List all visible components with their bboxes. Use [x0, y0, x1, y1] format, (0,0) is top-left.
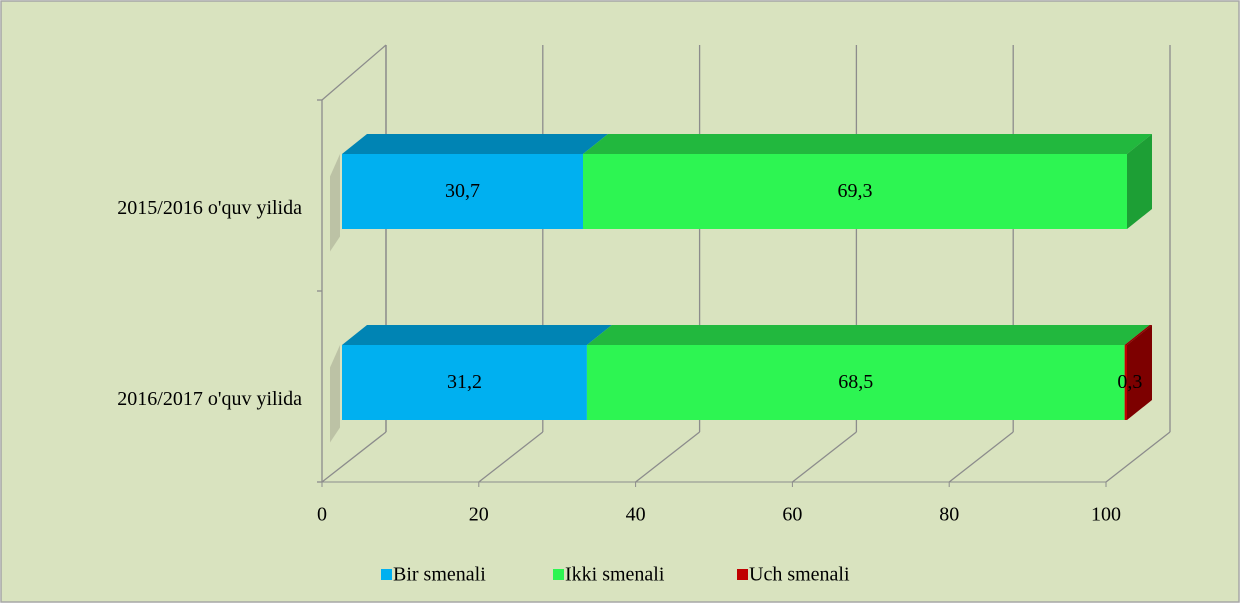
y-tick-label: 2015/2016 o'quv yilida [117, 197, 302, 219]
data-label: 0,3 [1117, 371, 1142, 393]
bar-segment [582, 154, 1127, 229]
wall-edge [321, 44, 387, 101]
data-label: 30,7 [445, 180, 480, 202]
data-label: 31,2 [447, 371, 482, 393]
bar-segment-top [1124, 325, 1152, 345]
x-tick-label: 60 [782, 504, 802, 526]
x-tick-label: 0 [317, 504, 327, 526]
x-tick-label: 80 [939, 504, 959, 526]
grid-line [791, 431, 857, 483]
bar-segment-side [1127, 134, 1152, 229]
bar-segment [1124, 345, 1127, 420]
grid-line [948, 431, 1014, 483]
bar-segment-side [1127, 325, 1152, 420]
bar-segment-top [582, 134, 1152, 154]
grid-line [478, 431, 544, 483]
grid-line [1105, 431, 1171, 483]
bar-segment-top [586, 325, 1150, 345]
x-tick-label: 40 [626, 504, 646, 526]
legend-label: Ikki smenali [565, 564, 665, 586]
bar-segment [342, 154, 583, 229]
legend-marker [381, 569, 392, 580]
bar-segment-top [342, 325, 612, 345]
grid-line [635, 431, 701, 483]
data-label: 68,5 [838, 371, 873, 393]
y-tick-label: 2016/2017 o'quv yilida [117, 388, 302, 410]
legend-marker [553, 569, 564, 580]
bar-segment-top [342, 134, 608, 154]
bar-shadow [330, 345, 340, 443]
x-tick-label: 20 [469, 504, 489, 526]
bar-shadow [330, 154, 340, 252]
x-tick-label: 100 [1091, 504, 1121, 526]
legend-marker [737, 569, 748, 580]
bar-segment [586, 345, 1125, 420]
grid-line [321, 431, 387, 483]
bar-segment [342, 345, 587, 420]
legend-label: Uch smenali [749, 564, 850, 586]
legend-label: Bir smenali [393, 564, 486, 586]
data-label: 69,3 [837, 180, 872, 202]
